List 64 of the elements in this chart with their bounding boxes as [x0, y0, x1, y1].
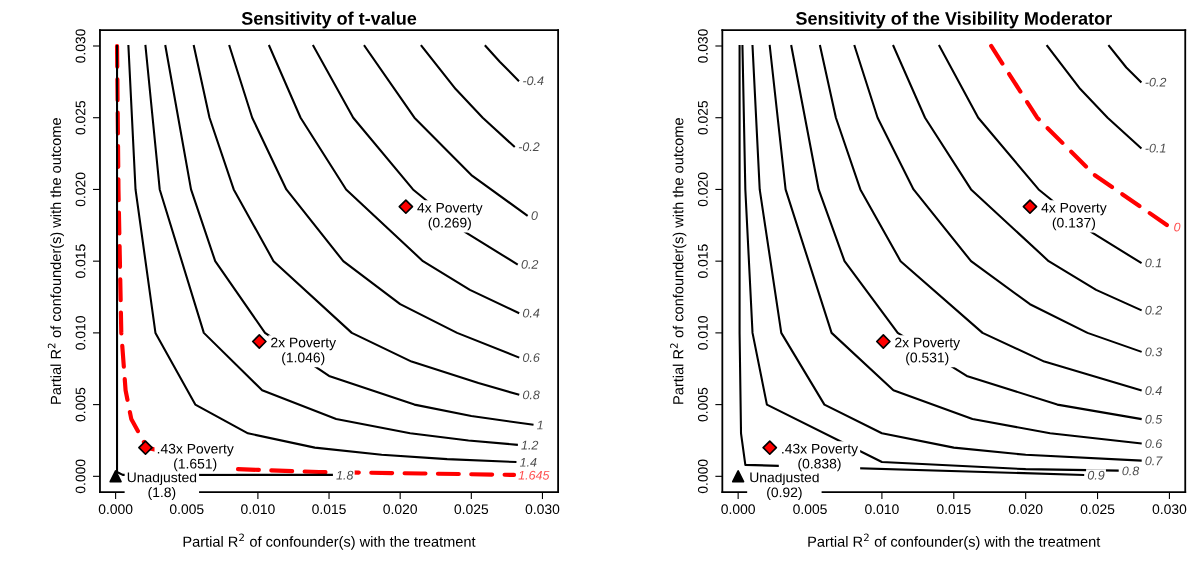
series-label: -0.1: [1145, 143, 1166, 153]
series-label: -0.2: [518, 142, 540, 152]
y-tick-label: 0.005: [75, 387, 86, 422]
y-tick-label: 0.030: [697, 29, 708, 63]
annotation: Unadjusted (0.92): [750, 472, 819, 500]
y-axis-title: Partial R$^{2}$ of confounder(s) with the outcome: [47, 118, 64, 404]
annotation: 2x Poverty (0.531): [895, 337, 961, 366]
x-tick-label: 0.030: [525, 504, 560, 515]
y-tick-label: 0.005: [697, 387, 708, 422]
y-tick-label: 0.020: [75, 172, 86, 207]
series-label: -0.4: [523, 76, 544, 86]
series-label: -0.2: [1145, 77, 1167, 87]
series-label: 0.8: [522, 390, 540, 400]
series-label: 1.4: [519, 458, 537, 467]
series-label: 0.9: [1087, 470, 1105, 480]
series-label: 1.8: [336, 470, 354, 480]
x-tick-label: 0.015: [936, 504, 971, 515]
x-tick-label: 0.010: [865, 504, 899, 515]
x-tick-label: 0.025: [1080, 504, 1115, 515]
y-tick-label: 0.020: [697, 172, 708, 207]
series-label: 0.4: [1145, 386, 1162, 395]
series-label: 0.3: [1145, 347, 1163, 357]
series-label: 0.6: [1145, 439, 1163, 449]
x-tick-label: 0.005: [793, 504, 827, 515]
series-label: 0.2: [521, 259, 539, 269]
x-tick-label: 0.010: [241, 504, 275, 515]
x-axis-title: Partial R$^{2}$ of confounder(s) with the treatment: [808, 533, 1101, 550]
x-tick-label: 0.020: [1008, 504, 1043, 515]
series-label: 0.7: [1145, 456, 1163, 466]
y-tick-label: 0.015: [697, 244, 708, 278]
series-label: 1.645: [518, 470, 550, 480]
series-label: 0.2: [1145, 305, 1163, 315]
y-tick-label: 0.010: [75, 316, 86, 350]
series-label: 0.8: [1122, 466, 1140, 476]
x-tick-label: 0.000: [721, 504, 755, 515]
series-label: 0.6: [522, 353, 540, 363]
series-label: 0.4: [522, 308, 540, 318]
y-tick-label: 0.025: [75, 100, 86, 135]
y-tick-label: 0.015: [75, 244, 86, 278]
y-tick-label: 0.025: [697, 100, 708, 135]
x-tick-label: 0.000: [98, 504, 133, 515]
series-label: 0.5: [1145, 414, 1163, 424]
x-tick-label: 0.020: [383, 504, 418, 515]
y-tick-label: 0.030: [75, 29, 86, 63]
series-label: 1.2: [521, 440, 539, 450]
series-label: 0: [531, 211, 538, 220]
series-label: 0: [1174, 222, 1181, 232]
x-tick-label: 0.005: [169, 504, 204, 515]
annotation: 4x Poverty (0.269): [417, 202, 483, 231]
series-label: 1: [536, 420, 543, 430]
annotation: .43x Poverty (1.651): [157, 443, 234, 472]
series-label: 0.1: [1145, 258, 1162, 268]
y-axis-title: Partial R$^{2}$ of confounder(s) with the outcome: [670, 118, 687, 404]
x-tick-label: 0.015: [312, 504, 346, 515]
annotation: Unadjusted (1.8): [127, 472, 197, 500]
x-tick-label: 0.030: [1152, 504, 1187, 515]
annotation: 4x Poverty (0.137): [1041, 202, 1107, 231]
x-axis-title: Partial R$^{2}$ of confounder(s) with the treatment: [183, 533, 476, 550]
chart-title: Sensitivity of t-value: [241, 11, 417, 29]
annotation: .43x Poverty (0.838): [782, 443, 859, 472]
x-tick-label: 0.025: [454, 504, 489, 515]
annotation: 2x Poverty (1.046): [271, 337, 337, 366]
chart-title: Sensitivity of the Visibility Moderator: [795, 11, 1112, 29]
y-tick-label: 0.010: [697, 316, 708, 350]
